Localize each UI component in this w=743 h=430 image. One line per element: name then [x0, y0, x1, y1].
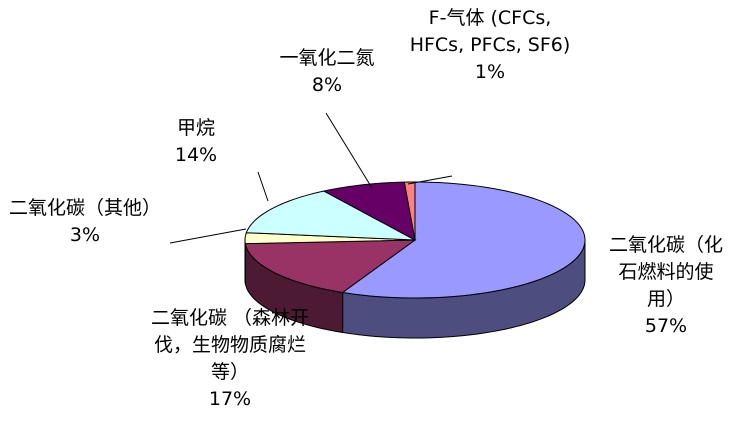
slice-label: 一氧化二氮 8% — [262, 45, 392, 99]
slice — [341, 181, 586, 299]
value-label: 14% — [174, 144, 218, 166]
slice — [403, 181, 416, 241]
slice-label: 二氧化碳（其他） 3% — [5, 195, 165, 249]
value-label: 3% — [69, 224, 101, 246]
category-name: 二氧化碳（其他） — [8, 197, 161, 219]
slice-label: 二氧化碳（化石燃料的使用） 57% — [607, 232, 725, 340]
slice-label: F-气体 (CFCs, HFCs, PFCs, SF6) 1% — [405, 5, 575, 86]
slice — [244, 239, 417, 294]
category-name: 二氧化碳（化石燃料的使用） — [608, 234, 723, 310]
slice — [244, 232, 416, 245]
category-name: F-气体 (CFCs, HFCs, PFCs, SF6) — [409, 7, 571, 56]
leader-line — [257, 171, 269, 202]
value-label: 57% — [644, 315, 688, 337]
category-name: 甲烷 — [176, 117, 215, 139]
slice — [322, 181, 416, 241]
leader-line — [407, 175, 453, 185]
value-label: 1% — [474, 61, 506, 83]
leader-line — [325, 112, 373, 189]
category-name: 二氧化碳 （森林开伐，生物物质腐烂等） — [150, 307, 310, 383]
value-label: 17% — [208, 388, 252, 410]
category-name: 一氧化二氮 — [279, 47, 375, 69]
slice-label: 甲烷 14% — [166, 115, 226, 169]
slice — [245, 190, 416, 241]
slice-label: 二氧化碳 （森林开伐，生物物质腐烂等） 17% — [150, 305, 310, 413]
leader-line — [169, 228, 247, 244]
value-label: 8% — [311, 74, 343, 96]
